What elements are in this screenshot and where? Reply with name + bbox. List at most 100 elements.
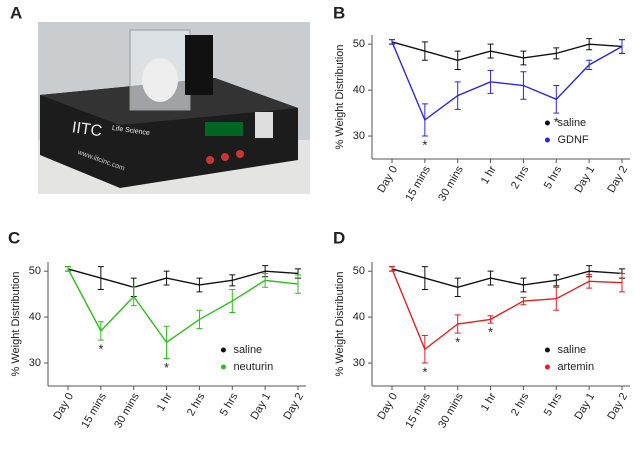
knob <box>206 156 214 164</box>
y-axis-label: % Weight Distribution <box>334 272 346 377</box>
x-tick-label: 30 mins <box>112 391 142 431</box>
error-bar <box>520 50 527 66</box>
error-bar <box>421 334 428 364</box>
error-bar <box>421 41 428 61</box>
error-bar <box>520 71 527 100</box>
error-bar <box>520 277 527 293</box>
photo-text: IITC <box>71 119 103 140</box>
error-bar <box>586 59 593 70</box>
x-tick-label: 15 mins <box>403 164 433 204</box>
series-line <box>391 268 623 351</box>
photo-panel: A IITC Life Science www.iitcinc.com <box>10 3 310 194</box>
error-bar <box>553 286 560 311</box>
legend-label: artemin <box>557 361 594 373</box>
series-line <box>391 41 623 122</box>
annotation: * <box>422 364 427 379</box>
y-axis-label: % Weight Distribution <box>10 272 22 377</box>
error-bar <box>520 296 527 306</box>
legend-label: GDNF <box>557 134 588 146</box>
legend-label: saline <box>557 344 586 356</box>
knob <box>221 153 229 161</box>
error-bar <box>586 273 593 289</box>
panel-label: C <box>8 228 20 247</box>
error-bar <box>454 277 461 297</box>
error-bar <box>196 277 203 293</box>
error-bar <box>163 270 170 286</box>
knob <box>236 150 244 158</box>
legend-marker <box>220 347 226 353</box>
panel-label: B <box>333 3 345 22</box>
series-line <box>391 268 623 288</box>
x-tick-label: 15 mins <box>79 391 109 431</box>
annotation: * <box>554 115 559 130</box>
x-tick-label: Day 0 <box>375 164 400 195</box>
y-tick-label: 50 <box>353 38 365 50</box>
panel-label: D <box>333 228 345 247</box>
x-tick-label: 2 hrs <box>185 391 208 419</box>
annotation: * <box>488 325 493 340</box>
y-tick-label: 40 <box>29 311 41 323</box>
error-bar <box>389 39 395 45</box>
error-bar <box>65 266 71 272</box>
series-line <box>67 268 299 288</box>
x-tick-label: 5 hrs <box>542 391 565 419</box>
error-bar <box>97 321 104 341</box>
legend-marker <box>544 137 550 143</box>
annotation: * <box>455 335 460 350</box>
error-bar <box>586 38 593 51</box>
x-tick-label: Day 1 <box>572 391 597 422</box>
x-tick-label: Day 1 <box>248 391 273 422</box>
series-line <box>67 268 299 344</box>
x-tick-label: 15 mins <box>403 391 433 431</box>
error-bar <box>454 50 461 70</box>
x-tick-label: 30 mins <box>436 164 466 204</box>
display <box>205 122 243 136</box>
error-bar <box>487 43 494 59</box>
error-bar <box>619 39 625 54</box>
legend-label: saline <box>557 117 586 129</box>
x-tick-label: 2 hrs <box>509 391 532 419</box>
legend-label: neuturin <box>233 361 273 373</box>
panel-label: A <box>10 3 22 22</box>
x-tick-label: 1 hr <box>479 164 499 187</box>
error-bar <box>97 266 104 291</box>
error-bar <box>295 274 301 294</box>
annotation: * <box>422 137 427 152</box>
y-tick-label: 30 <box>353 357 365 369</box>
legend-marker <box>220 364 226 370</box>
error-bar <box>229 289 236 314</box>
cage-side <box>185 35 213 95</box>
error-bar <box>389 266 395 272</box>
y-tick-label: 30 <box>29 357 41 369</box>
x-tick-label: 5 hrs <box>542 164 565 192</box>
y-tick-label: 50 <box>29 265 41 277</box>
x-tick-label: Day 0 <box>51 391 76 422</box>
error-bar <box>229 274 236 287</box>
x-tick-label: 2 hrs <box>509 164 532 192</box>
legend-marker <box>544 120 550 126</box>
annotation: * <box>98 342 103 357</box>
error-bar <box>487 270 494 286</box>
error-bar <box>163 325 170 359</box>
x-tick-label: Day 2 <box>605 391 630 422</box>
error-bar <box>553 274 560 287</box>
x-tick-label: Day 2 <box>605 164 630 195</box>
y-tick-label: 40 <box>353 84 365 96</box>
error-bar <box>553 47 560 60</box>
y-axis-label: % Weight Distribution <box>334 45 346 150</box>
legend-label: saline <box>233 344 262 356</box>
animal <box>142 58 178 102</box>
error-bar <box>553 85 560 114</box>
x-tick-label: 1 hr <box>155 391 175 414</box>
x-tick-label: 30 mins <box>436 391 466 431</box>
error-bar <box>619 272 625 293</box>
keypad <box>255 112 273 138</box>
error-bar <box>130 286 137 307</box>
error-bar <box>487 315 494 324</box>
x-tick-label: 1 hr <box>479 391 499 414</box>
x-tick-label: Day 1 <box>572 164 597 195</box>
y-tick-label: 40 <box>353 311 365 323</box>
annotation: * <box>164 360 169 375</box>
error-bar <box>454 314 461 334</box>
